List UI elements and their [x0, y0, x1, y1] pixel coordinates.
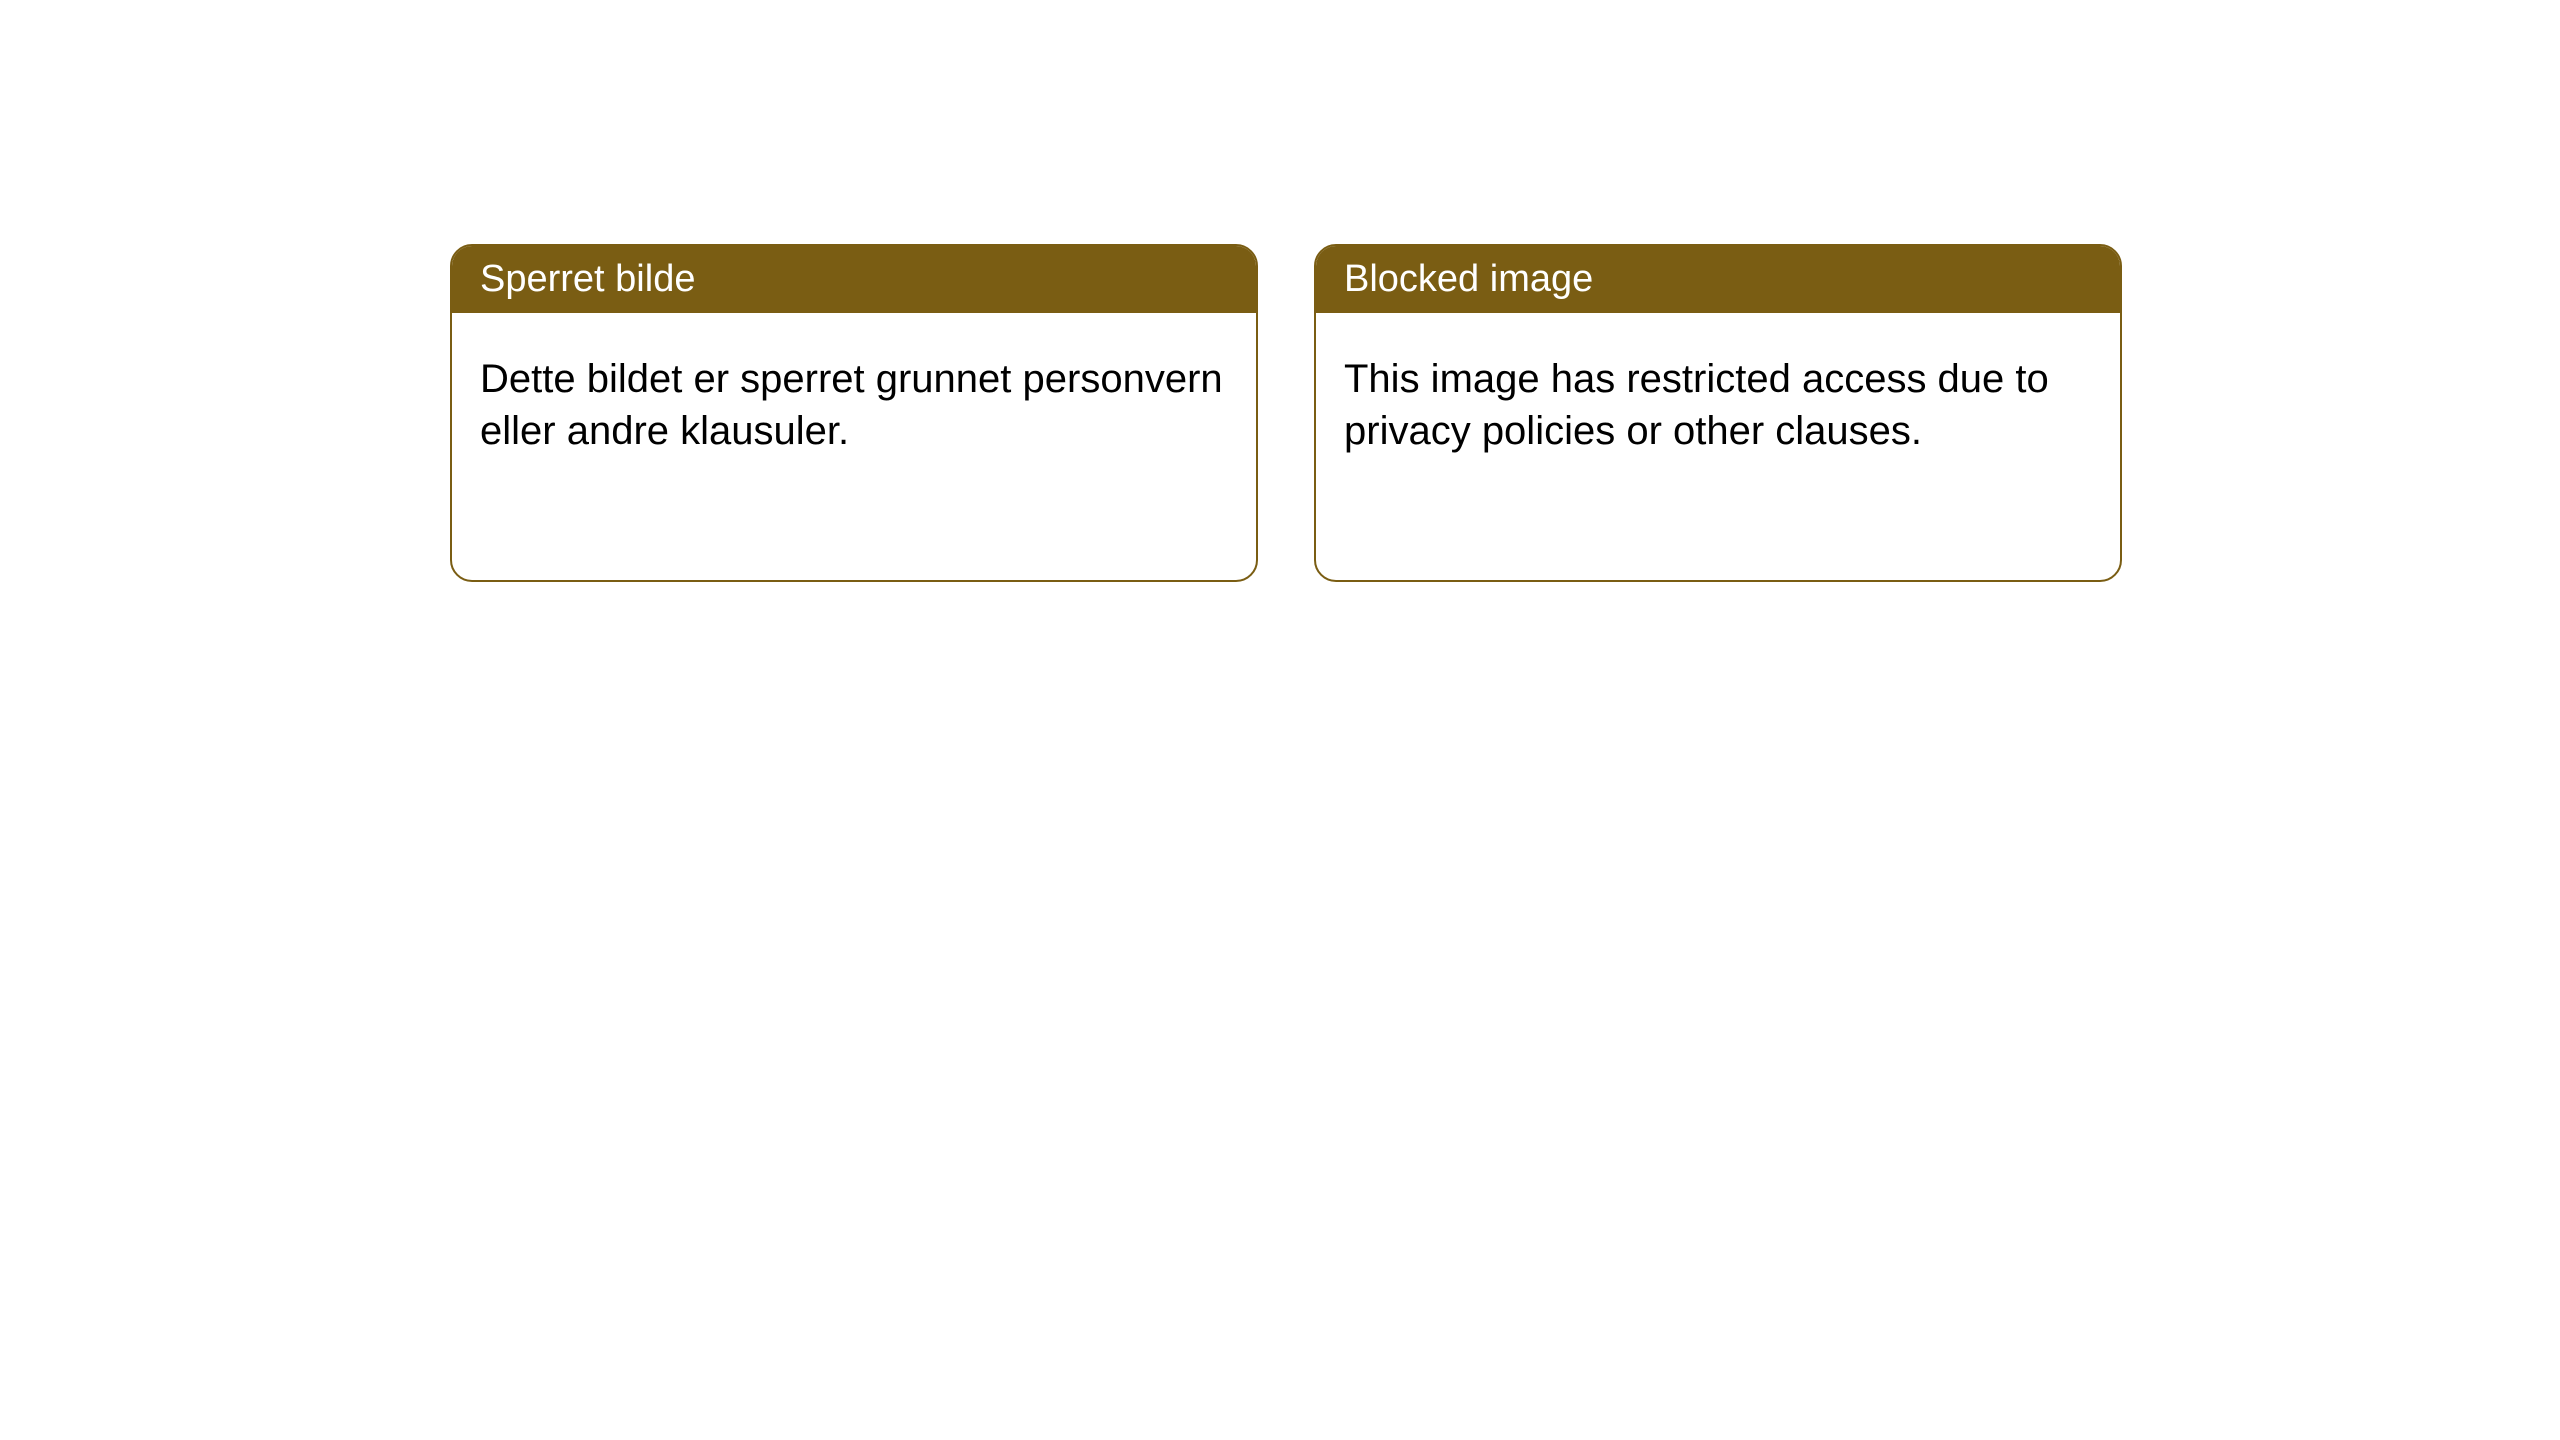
card-header-en: Blocked image	[1316, 246, 2120, 313]
card-blocked-image-en: Blocked image This image has restricted …	[1314, 244, 2122, 582]
card-body-no: Dette bildet er sperret grunnet personve…	[452, 313, 1256, 497]
cards-container: Sperret bilde Dette bildet er sperret gr…	[0, 0, 2560, 582]
card-body-en: This image has restricted access due to …	[1316, 313, 2120, 497]
card-blocked-image-no: Sperret bilde Dette bildet er sperret gr…	[450, 244, 1258, 582]
card-header-no: Sperret bilde	[452, 246, 1256, 313]
